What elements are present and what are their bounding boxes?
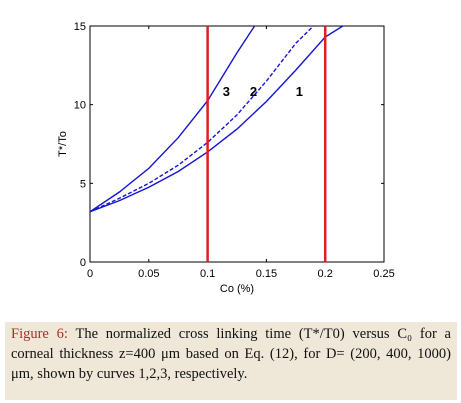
x-axis-label: Co (%) <box>220 283 254 295</box>
x-tick-label: 0.1 <box>200 268 215 280</box>
curve-1 <box>90 26 344 213</box>
figure-caption: Figure 6: The normalized cross linking t… <box>5 322 457 400</box>
curve-3 <box>90 26 256 213</box>
y-tick-label: 15 <box>74 21 86 33</box>
y-tick-label: 5 <box>80 178 86 190</box>
axes-box <box>89 25 385 263</box>
x-tick-label: 0 <box>87 268 93 280</box>
plot-area: 0 0.05 0.1 0.15 0.2 0.25 0 5 10 15 Co (%) T*/To 1 2 3 <box>57 21 395 295</box>
curve-label-1: 1 <box>296 84 303 99</box>
y-tick-label: 10 <box>74 100 86 112</box>
curve-label-2: 2 <box>250 84 257 99</box>
x-tick-label: 0.15 <box>256 268 277 280</box>
x-tick-label: 0.05 <box>138 268 159 280</box>
caption-text: The normalized cross linking time (T*/T0… <box>11 326 451 382</box>
x-tick-label: 0.2 <box>318 268 333 280</box>
y-tick-label: 0 <box>80 257 86 269</box>
y-axis-label: T*/To <box>57 131 69 157</box>
figure-label: Figure 6: <box>11 326 68 342</box>
x-tick-label: 0.25 <box>373 268 394 280</box>
curve-label-3: 3 <box>223 84 230 99</box>
curve-2 <box>90 26 314 213</box>
chart: 0 0.05 0.1 0.15 0.2 0.25 0 5 10 15 Co (%) T*/To 1 2 3 <box>57 21 395 295</box>
